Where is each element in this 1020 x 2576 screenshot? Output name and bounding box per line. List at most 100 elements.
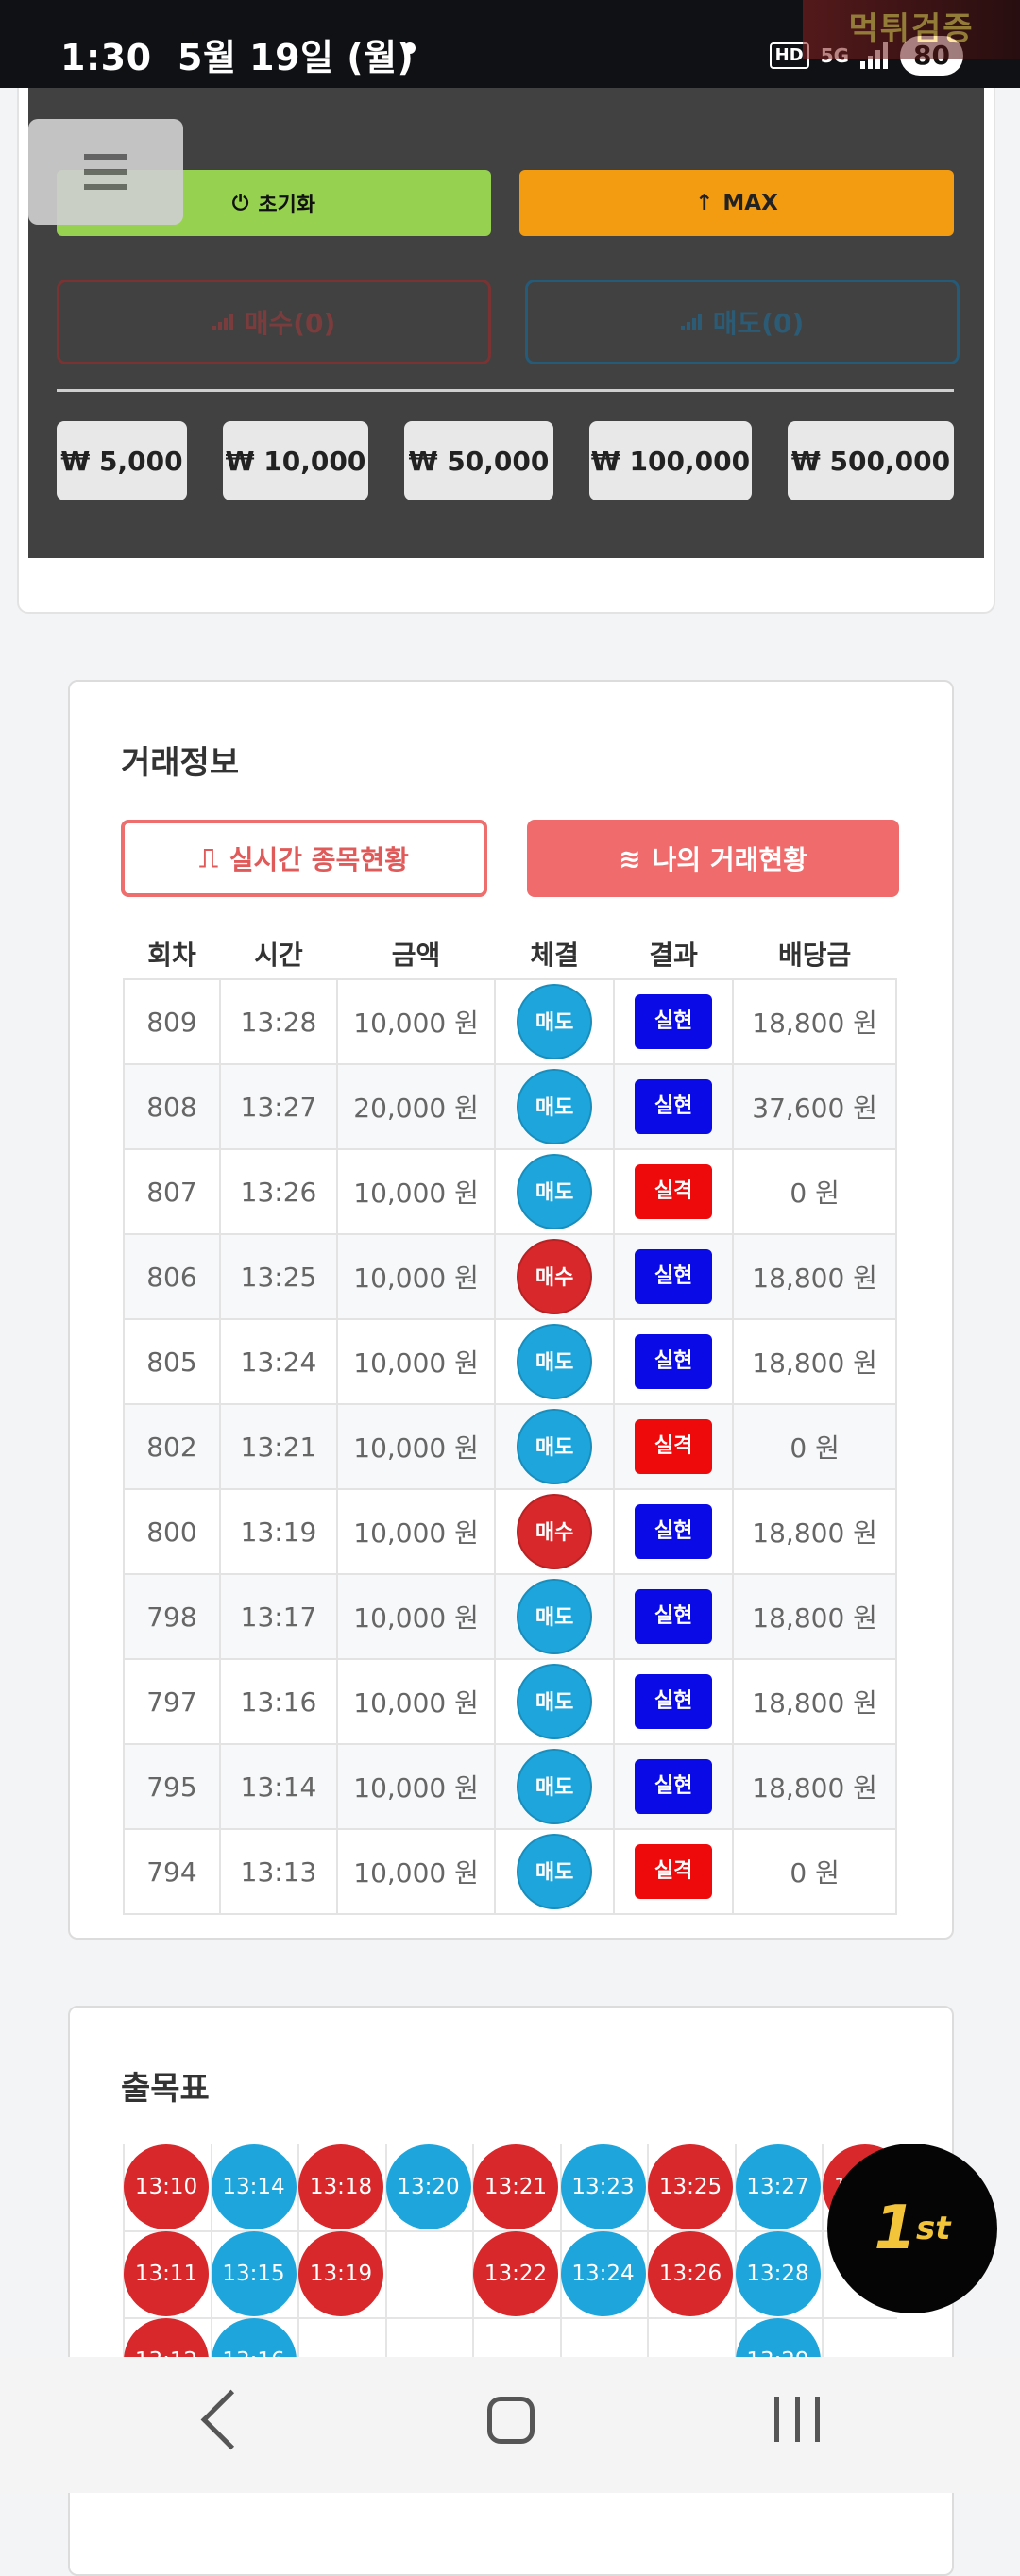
grid-line [822, 2144, 824, 2357]
side-badge: 매도 [517, 1324, 593, 1399]
outcome-buy-cell: 13:19 [298, 2231, 383, 2316]
pulse-icon: ⎍ [199, 842, 218, 873]
side-badge: 매도 [517, 1579, 593, 1654]
amount-button-50000[interactable]: ₩ 50,000 [404, 421, 553, 500]
cell-round: 806 [123, 1233, 221, 1320]
grid-line [123, 2317, 897, 2319]
cell-payout: 18,800 원 [732, 1573, 897, 1660]
outcome-sell-cell: 13:16 [211, 2318, 297, 2357]
watermark-logo: 먹튀검증 [803, 0, 1020, 59]
arrow-up-icon: ↑ [695, 191, 714, 215]
back-icon[interactable] [200, 2389, 262, 2450]
cell-time: 13:24 [218, 1318, 339, 1405]
outcome-sell-cell: 13:15 [211, 2231, 297, 2316]
home-icon[interactable] [487, 2397, 535, 2444]
cell-result: 실현 [613, 1743, 735, 1830]
result-badge: 실현 [635, 994, 713, 1049]
outcome-sell-cell: 13:27 [735, 2144, 821, 2229]
outcome-buy-cell: 13:10 [124, 2144, 209, 2229]
cell-payout: 0 원 [732, 1148, 897, 1235]
cell-side: 매도 [494, 978, 616, 1065]
cell-round: 805 [123, 1318, 221, 1405]
table-row: 806 13:25 10,000 원 매수 실현 18,800 원 [123, 1233, 897, 1320]
cell-round: 808 [123, 1063, 221, 1150]
menu-hamburger-icon[interactable] [28, 119, 183, 225]
signal-bars-icon [212, 314, 235, 330]
column-header: 체결 [530, 940, 579, 971]
cell-time: 13:14 [218, 1743, 339, 1830]
outcome-buy-cell: 13:22 [473, 2231, 558, 2316]
cell-round: 800 [123, 1488, 221, 1575]
cell-amount: 10,000 원 [336, 1318, 497, 1405]
table-row: 807 13:26 10,000 원 매도 실격 0 원 [123, 1148, 897, 1235]
amount-button-500000[interactable]: ₩ 500,000 [788, 421, 954, 500]
cell-payout: 18,800 원 [732, 1658, 897, 1745]
panel-divider [57, 389, 954, 392]
result-badge: 실현 [635, 1504, 713, 1559]
column-header: 금액 [391, 940, 441, 971]
cell-round: 807 [123, 1148, 221, 1235]
tab-my-trades[interactable]: ≋ 나의 거래현황 [527, 820, 899, 897]
cell-result: 실현 [613, 978, 735, 1065]
amount-button-10000[interactable]: ₩ 10,000 [223, 421, 368, 500]
amount-button-5000[interactable]: ₩ 5,000 [57, 421, 187, 500]
cell-payout: 18,800 원 [732, 1743, 897, 1830]
cell-side: 매도 [494, 1063, 616, 1150]
tab-live-status[interactable]: ⎍ 실시간 종목현황 [121, 820, 487, 897]
grid-line [210, 2144, 212, 2357]
cell-amount: 10,000 원 [336, 1658, 497, 1745]
side-badge: 매도 [517, 984, 593, 1059]
trade-info-title: 거래정보 [121, 744, 240, 782]
cell-payout: 18,800 원 [732, 1318, 897, 1405]
cell-time: 13:16 [218, 1658, 339, 1745]
side-badge: 매도 [517, 1749, 593, 1824]
cell-side: 매수 [494, 1488, 616, 1575]
column-header: 회차 [147, 940, 196, 971]
table-row: 808 13:27 20,000 원 매도 실현 37,600 원 [123, 1063, 897, 1150]
result-badge: 실현 [635, 1249, 713, 1304]
cell-result: 실현 [613, 1573, 735, 1660]
buy-button[interactable]: 매수(0) [57, 280, 491, 364]
cell-round: 802 [123, 1403, 221, 1490]
cell-time: 13:17 [218, 1573, 339, 1660]
cell-amount: 10,000 원 [336, 978, 497, 1065]
recent-apps-icon[interactable] [774, 2397, 820, 2442]
cell-time: 13:21 [218, 1403, 339, 1490]
status-bar: 1:30 5월 19일 (월) HD 5G 80 먹튀검증 [0, 0, 1020, 88]
amount-button-100000[interactable]: ₩ 100,000 [589, 421, 752, 500]
cell-result: 실현 [613, 1063, 735, 1150]
outcome-sell-cell: 13:14 [211, 2144, 297, 2229]
cell-side: 매도 [494, 1318, 616, 1405]
outcome-buy-cell: 13:25 [648, 2144, 733, 2229]
cell-round: 795 [123, 1743, 221, 1830]
cell-round: 794 [123, 1828, 221, 1915]
cell-amount: 10,000 원 [336, 1573, 497, 1660]
cell-payout: 0 원 [732, 1403, 897, 1490]
column-header: 시간 [254, 940, 303, 971]
column-header: 배당금 [777, 940, 852, 971]
cell-payout: 18,800 원 [732, 978, 897, 1065]
cell-side: 매도 [494, 1573, 616, 1660]
cell-side: 매도 [494, 1658, 616, 1745]
cell-amount: 10,000 원 [336, 1743, 497, 1830]
cell-round: 809 [123, 978, 221, 1065]
cell-result: 실현 [613, 1318, 735, 1405]
cell-amount: 10,000 원 [336, 1403, 497, 1490]
waves-icon: ≋ [619, 842, 641, 874]
result-badge: 실현 [635, 1334, 713, 1389]
cell-payout: 18,800 원 [732, 1233, 897, 1320]
notification-dot-icon [404, 42, 416, 54]
result-badge: 실현 [635, 1079, 713, 1134]
table-row: 795 13:14 10,000 원 매도 실현 18,800 원 [123, 1743, 897, 1830]
cell-round: 798 [123, 1573, 221, 1660]
table-header: 회차 시간 금액 체결 결과 배당금 [124, 929, 896, 979]
table-row: 809 13:28 10,000 원 매도 실현 18,800 원 [123, 978, 897, 1065]
outcome-sell-cell: 13:20 [385, 2144, 471, 2229]
cell-result: 실격 [613, 1403, 735, 1490]
cell-time: 13:26 [218, 1148, 339, 1235]
sell-button[interactable]: 매도(0) [525, 280, 960, 364]
max-button[interactable]: ↑ MAX [519, 170, 954, 236]
outcome-buy-cell: 13:11 [124, 2231, 209, 2316]
result-badge: 실격 [635, 1419, 713, 1474]
